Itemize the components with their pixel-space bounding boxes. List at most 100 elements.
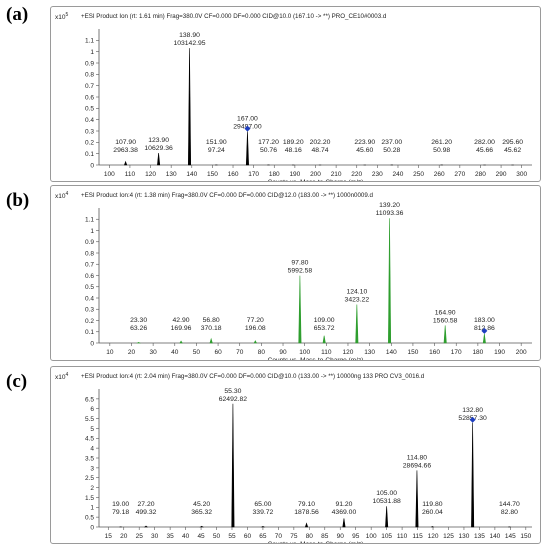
peak-intensity-label: 45.60 <box>356 147 373 154</box>
peak-intensity-label: 28694.66 <box>403 462 432 469</box>
peak-mz-label: 144.70 <box>499 501 520 508</box>
spectrum-header: +ESI Product Ion (rt: 1.61 min) Frag=380… <box>81 13 387 20</box>
x-tick-label: 45 <box>197 533 205 540</box>
scale-label: x105 <box>55 12 68 21</box>
peak-mz-label: 107.90 <box>115 139 136 146</box>
x-tick-label: 130 <box>364 349 375 356</box>
scale-label: x104 <box>55 191 68 200</box>
spectrum-peak <box>143 525 149 528</box>
x-tick-label: 220 <box>351 171 362 178</box>
peak-intensity-label: 370.18 <box>201 325 222 332</box>
peak-intensity-label: 5992.58 <box>288 268 313 275</box>
x-tick-label: 35 <box>167 533 175 540</box>
peak-mz-label: 223.90 <box>354 139 375 146</box>
x-tick-label: 170 <box>248 171 259 178</box>
scale-exponent: 4 <box>65 191 68 197</box>
x-tick-label: 75 <box>290 533 298 540</box>
spectrum-peak <box>260 525 266 528</box>
spectrum-peak <box>157 152 161 166</box>
x-tick-label: 210 <box>331 171 342 178</box>
peak-intensity-label: 82.80 <box>501 509 518 516</box>
y-tick-label: 0.7 <box>85 83 94 90</box>
peak-mz-label: 77.20 <box>247 317 264 324</box>
x-tick-label: 100 <box>366 533 377 540</box>
x-tick-label: 105 <box>381 533 392 540</box>
x-tick-label: 180 <box>472 349 483 356</box>
x-tick-label: 140 <box>489 533 500 540</box>
scale-label: x104 <box>55 372 68 381</box>
x-tick-label: 25 <box>136 533 144 540</box>
y-tick-label: 5 <box>90 426 94 433</box>
x-tick-label: 70 <box>275 533 283 540</box>
y-tick-label: 1.1 <box>85 217 94 224</box>
peak-intensity-label: 62492.82 <box>219 396 248 403</box>
x-tick-label: 55 <box>228 533 236 540</box>
peak-intensity-label: 3423.22 <box>345 297 370 304</box>
peak-mz-label: 114.80 <box>407 454 428 461</box>
y-tick-label: 0.9 <box>85 60 94 67</box>
peak-intensity-label: 1560.58 <box>433 317 458 324</box>
x-tick-label: 270 <box>454 171 465 178</box>
peak-intensity-label: 260.04 <box>422 509 443 516</box>
spectrum-peak <box>136 341 141 344</box>
peak-mz-label: 139.20 <box>379 202 400 209</box>
y-tick-label: 0 <box>90 162 94 169</box>
x-tick-label: 290 <box>496 171 507 178</box>
peak-mz-label: 151.90 <box>206 139 227 146</box>
y-tick-label: 2.5 <box>85 475 94 482</box>
x-tick-label: 120 <box>145 171 156 178</box>
peak-intensity-label: 1878.56 <box>294 509 319 516</box>
panel-a-label: (a) <box>6 4 29 25</box>
panel-c-label: (c) <box>6 371 28 392</box>
spectrum-peak <box>431 526 434 528</box>
peak-intensity-label: 50.98 <box>433 147 450 154</box>
x-tick-label: 65 <box>259 533 267 540</box>
y-tick-label: 6 <box>90 406 94 413</box>
spectrum-peak <box>304 522 309 528</box>
y-tick-label: 4.5 <box>85 436 94 443</box>
peak-intensity-label: 50.76 <box>260 147 277 154</box>
x-tick-label: 190 <box>494 349 505 356</box>
peak-intensity-label: 45.66 <box>476 147 493 154</box>
peak-mz-label: 65.00 <box>254 501 271 508</box>
x-tick-label: 90 <box>279 349 287 356</box>
x-tick-label: 250 <box>413 171 424 178</box>
x-tick-label: 40 <box>171 349 179 356</box>
peak-mz-label: 91.20 <box>335 501 352 508</box>
x-tick-label: 85 <box>321 533 329 540</box>
spectrum-peak <box>415 470 419 528</box>
precursor-marker <box>481 327 488 334</box>
peak-intensity-label: 2963.38 <box>113 147 138 154</box>
peak-mz-label: 164.90 <box>435 309 456 316</box>
peak-intensity-label: 48.74 <box>312 147 329 154</box>
peak-intensity-label: 4369.00 <box>332 509 357 516</box>
precursor-marker <box>469 416 476 423</box>
peak-intensity-label: 339.72 <box>253 509 274 516</box>
peak-mz-label: 167.00 <box>237 116 258 123</box>
peak-intensity-label: 103142.95 <box>173 40 205 47</box>
y-tick-label: 0.1 <box>85 151 94 158</box>
peak-mz-label: 261.20 <box>431 139 452 146</box>
peak-intensity-label: 10531.88 <box>372 498 401 505</box>
peak-mz-label: 119.80 <box>422 501 443 508</box>
peak-intensity-label: 653.72 <box>314 325 335 332</box>
y-tick-label: 0.8 <box>85 72 94 79</box>
x-tick-label: 100 <box>104 171 115 178</box>
y-tick-label: 1 <box>90 505 94 512</box>
scale-exponent: 5 <box>65 12 68 18</box>
peak-mz-label: 189.20 <box>283 139 304 146</box>
y-tick-label: 0.1 <box>85 329 94 336</box>
y-tick-label: 0.2 <box>85 318 94 325</box>
spectrum-peak <box>123 160 128 166</box>
x-tick-label: 140 <box>186 171 197 178</box>
spectrum-peak <box>199 525 204 528</box>
x-tick-label: 90 <box>337 533 345 540</box>
x-tick-label: 160 <box>429 349 440 356</box>
peak-intensity-label: 50.28 <box>383 147 400 154</box>
x-tick-label: 30 <box>150 349 158 356</box>
peak-intensity-label: 97.24 <box>208 147 225 154</box>
peak-mz-label: 109.00 <box>314 317 335 324</box>
spectrum-chart-a: x105 +ESI Product Ion (rt: 1.61 min) Frag… <box>55 12 532 181</box>
x-tick-label: 30 <box>151 533 159 540</box>
x-tick-label: 110 <box>321 349 332 356</box>
